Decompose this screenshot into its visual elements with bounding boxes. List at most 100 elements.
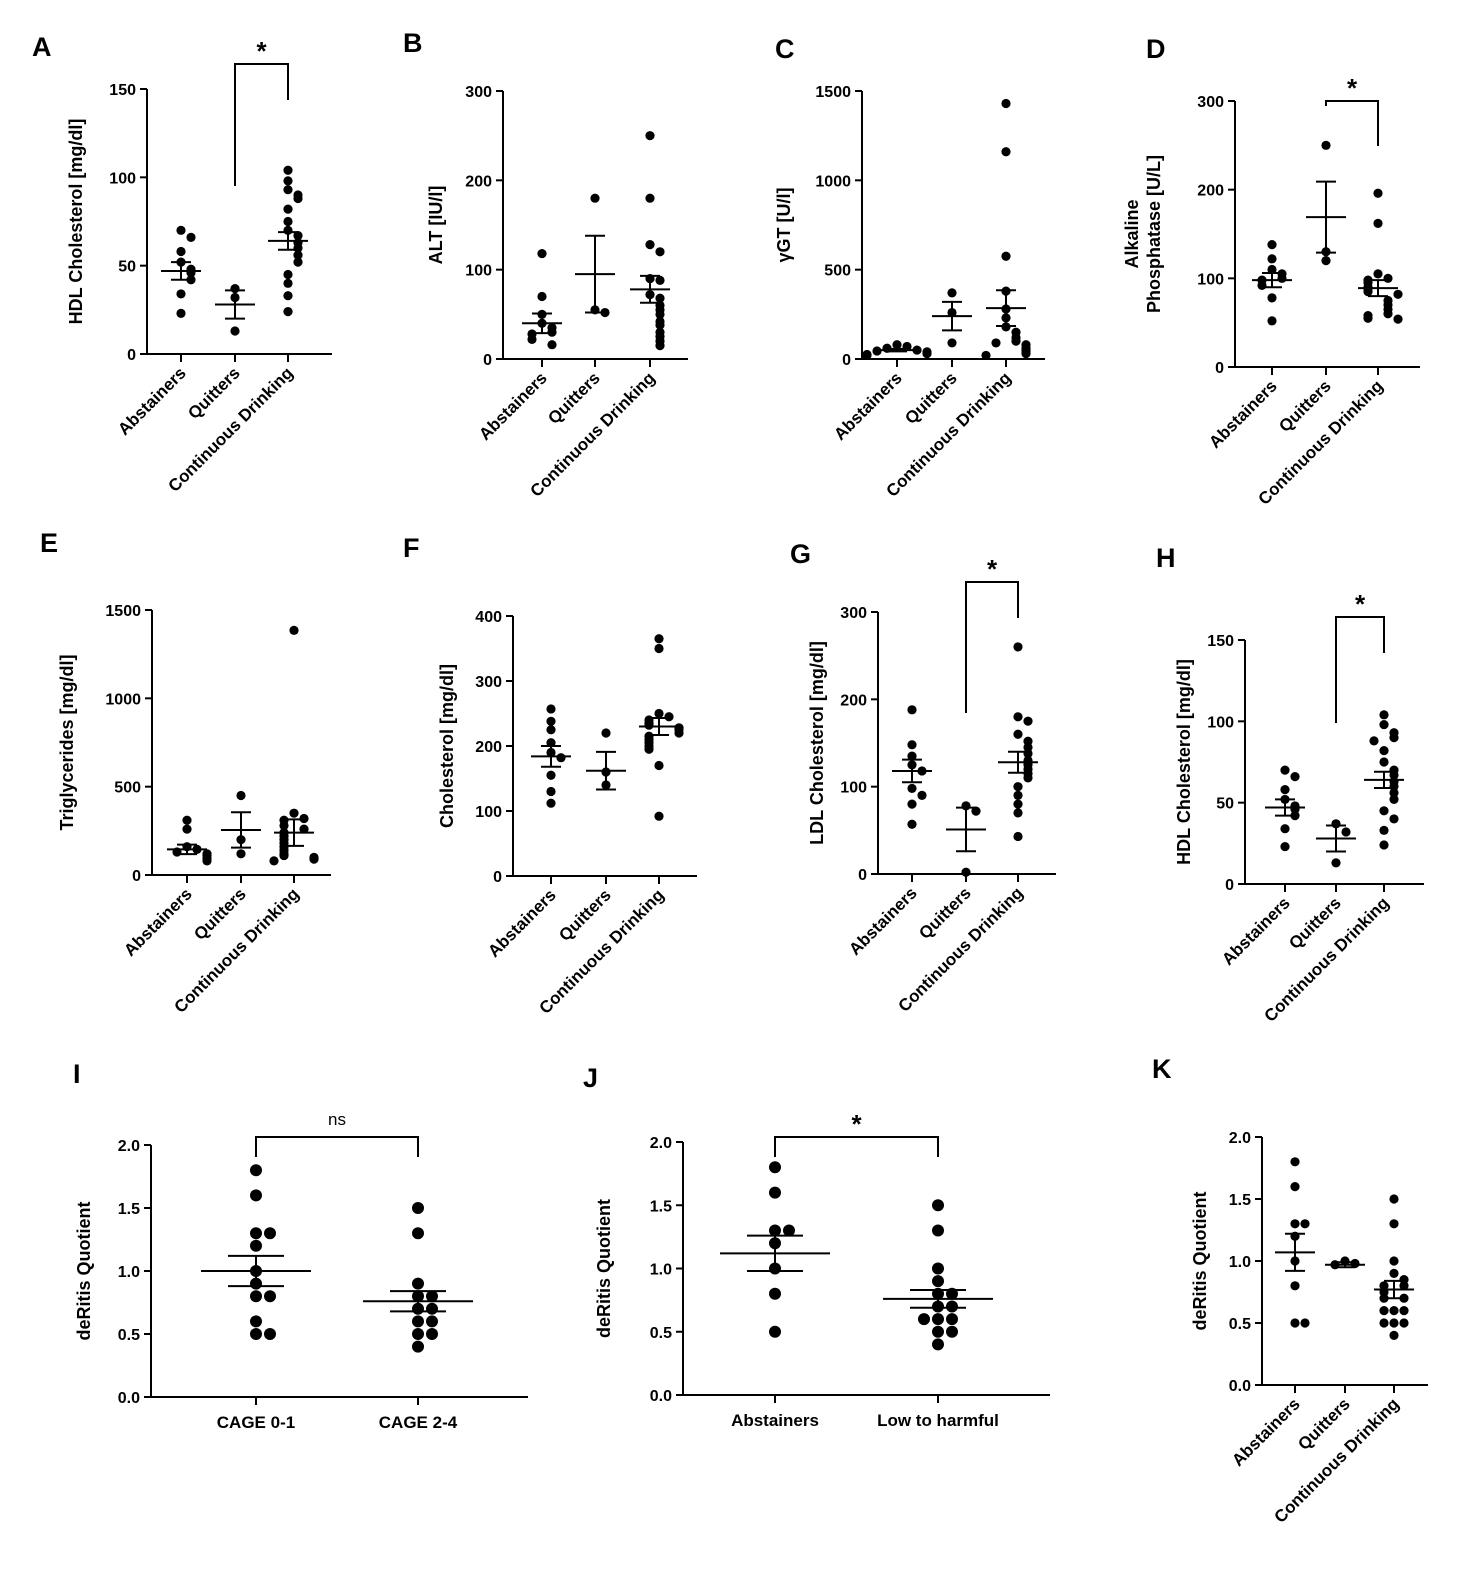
panel-e: E 0 500 1000 1500 Triglycerides [mg/dl] Abstai… xyxy=(40,528,331,1017)
y-tick-label: 400 xyxy=(475,609,502,626)
data-point xyxy=(546,716,556,726)
y-axis-label: Cholesterol [mg/dl] xyxy=(437,664,457,828)
panel-letter: A xyxy=(32,32,52,62)
data-point xyxy=(1340,1256,1350,1266)
y-tick-label: 300 xyxy=(475,674,502,691)
data-point xyxy=(250,1227,262,1240)
data-point xyxy=(655,293,665,303)
significance-bracket xyxy=(255,1136,419,1157)
y-tick-label: 500 xyxy=(114,780,141,797)
y-tick-label: 300 xyxy=(465,84,492,101)
data-point xyxy=(230,326,240,336)
data-point xyxy=(176,246,186,257)
significance-label: * xyxy=(1347,73,1358,103)
data-point xyxy=(537,248,547,259)
data-point xyxy=(1379,757,1389,767)
data-point xyxy=(769,1287,781,1300)
data-point xyxy=(250,1328,262,1340)
data-point xyxy=(289,625,299,635)
data-point xyxy=(412,1328,424,1340)
y-axis-label: deRitis Quotient xyxy=(594,1199,614,1338)
data-point xyxy=(1389,814,1399,824)
y-tick-label: 0.0 xyxy=(650,1388,672,1405)
y-tick-label: 1000 xyxy=(815,173,851,190)
y-tick-label: 1.0 xyxy=(1229,1254,1251,1271)
data-point xyxy=(1373,269,1383,279)
y-axis-label-line2: Phosphatase [U/L] xyxy=(1144,155,1164,313)
data-point xyxy=(546,725,556,735)
y-tick-label: 100 xyxy=(840,780,867,797)
data-point xyxy=(1023,716,1033,726)
data-point xyxy=(654,811,664,821)
data-point xyxy=(892,340,902,350)
y-tick-label: 1.0 xyxy=(650,1262,672,1279)
data-point xyxy=(590,193,600,203)
data-point xyxy=(1021,349,1031,359)
x-category-label: Abstainers xyxy=(1218,893,1294,969)
data-point xyxy=(236,849,246,859)
data-point xyxy=(283,165,293,175)
data-point xyxy=(412,1315,424,1328)
data-point xyxy=(1290,1157,1300,1167)
panel-h: H 0 50 100 150 HDL Cholesterol [mg/dl] Abstain… xyxy=(1156,543,1424,1026)
data-point xyxy=(1389,1268,1399,1278)
y-axis-label: LDL Cholesterol [mg/dl] xyxy=(807,641,827,845)
x-category-label: CAGE 2-4 xyxy=(379,1413,458,1432)
significance-bracket xyxy=(1325,100,1379,146)
significance-bracket xyxy=(965,581,1019,713)
data-point xyxy=(1267,316,1277,326)
data-point xyxy=(1013,799,1023,809)
data-point xyxy=(1379,825,1389,835)
y-tick-label: 1.5 xyxy=(1229,1192,1251,1209)
data-point xyxy=(412,1202,424,1214)
data-point xyxy=(946,1300,958,1313)
data-point xyxy=(1389,788,1399,798)
y-tick-label: 50 xyxy=(118,259,136,276)
data-point xyxy=(932,1199,944,1212)
x-category-label: Abstainers xyxy=(830,368,906,444)
data-point xyxy=(412,1340,424,1353)
panel-d: D 0 100 200 300 Alkaline Phosphatase [U/L] Abst… xyxy=(1122,34,1420,509)
panel-letter: D xyxy=(1146,34,1166,64)
data-point xyxy=(1379,1306,1389,1316)
data-point xyxy=(1321,256,1331,266)
data-point xyxy=(655,309,665,319)
data-point xyxy=(907,751,917,761)
data-point xyxy=(907,705,917,715)
data-point xyxy=(932,1313,944,1326)
y-tick-label: 100 xyxy=(465,263,492,280)
data-point xyxy=(426,1290,438,1303)
data-point xyxy=(1379,806,1389,816)
y-tick-label: 0.5 xyxy=(650,1325,672,1342)
data-point xyxy=(264,1227,276,1240)
data-point xyxy=(932,1338,944,1351)
data-point xyxy=(1373,218,1383,228)
data-point xyxy=(1300,1219,1310,1229)
x-category-label: CAGE 0-1 xyxy=(217,1413,295,1432)
data-point xyxy=(546,704,556,714)
data-point xyxy=(655,275,665,285)
data-point xyxy=(426,1315,438,1328)
y-tick-label: 2.0 xyxy=(650,1135,672,1152)
data-point xyxy=(1383,309,1393,319)
y-tick-label: 500 xyxy=(824,263,851,280)
data-point xyxy=(289,808,299,818)
y-tick-label: 0 xyxy=(127,347,136,364)
data-point xyxy=(769,1161,781,1174)
data-point xyxy=(537,291,547,302)
y-tick-label: 200 xyxy=(465,173,492,190)
y-axis-label: ALT [IU/l] xyxy=(426,186,446,265)
y-tick-label: 2.0 xyxy=(118,1138,140,1155)
data-point xyxy=(645,240,655,250)
data-point xyxy=(664,712,674,722)
y-tick-label: 1500 xyxy=(105,603,141,620)
data-point xyxy=(655,341,665,351)
panel-letter: E xyxy=(40,528,58,558)
data-point xyxy=(1389,1256,1399,1266)
data-point xyxy=(1023,773,1033,783)
data-point xyxy=(946,1325,958,1338)
data-point xyxy=(655,247,665,257)
data-point xyxy=(283,185,293,195)
data-point xyxy=(176,225,186,235)
